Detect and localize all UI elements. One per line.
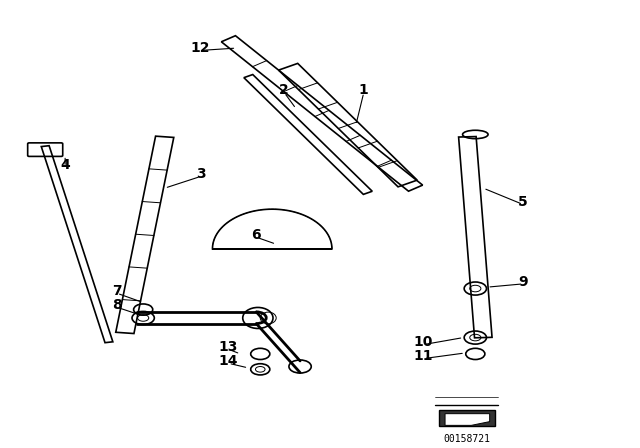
Text: 8: 8 [112,298,122,312]
Text: 10: 10 [414,335,433,349]
Text: 9: 9 [518,275,528,289]
Text: 5: 5 [518,195,528,209]
Text: 4: 4 [60,158,70,172]
Text: 00158721: 00158721 [444,434,491,444]
Text: 13: 13 [219,340,238,354]
Text: 14: 14 [219,354,238,368]
Text: 7: 7 [112,284,122,298]
Text: 11: 11 [414,349,433,363]
Text: 6: 6 [252,228,261,242]
Text: 1: 1 [359,83,369,97]
FancyBboxPatch shape [440,410,495,426]
Text: 3: 3 [196,167,205,181]
Polygon shape [445,414,490,425]
Text: 2: 2 [279,83,289,97]
Text: 12: 12 [191,41,211,55]
